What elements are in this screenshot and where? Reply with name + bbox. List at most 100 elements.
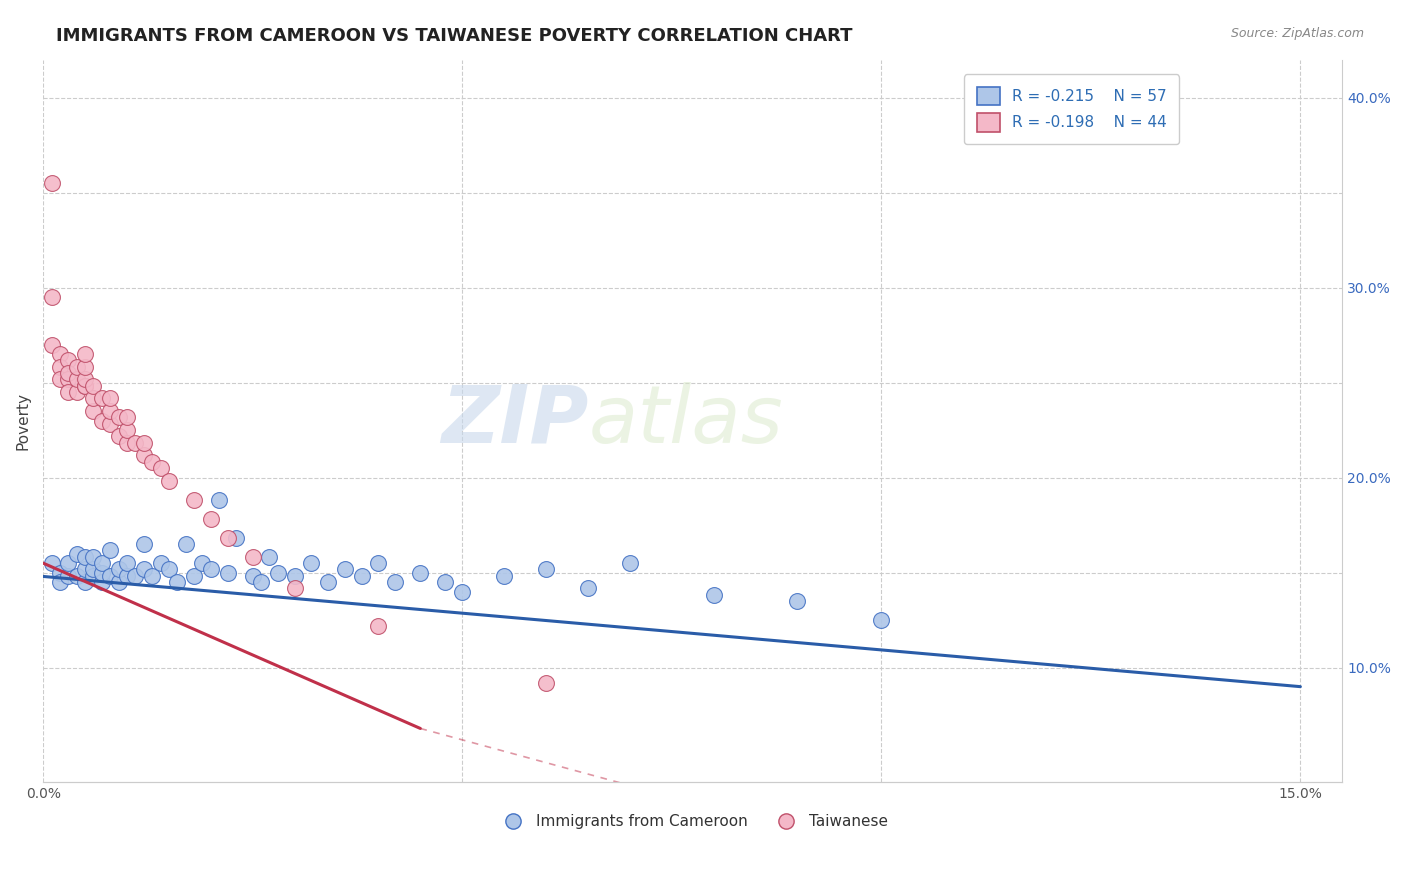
Point [75,575,97,590]
Point [166,575,188,590]
Point [98,542,121,557]
Point [703,589,725,603]
Point [41,176,63,190]
Point [174,537,197,551]
Point [225,532,247,546]
Point [75,562,97,576]
Point [367,556,389,570]
Point [786,594,808,608]
Point [132,562,155,576]
Point [66,372,89,386]
Point [384,575,406,590]
Point [191,556,214,570]
Point [90,566,112,580]
Point [107,409,129,424]
Point [58,366,80,380]
Point [82,379,104,393]
Point [217,532,239,546]
Point [82,550,104,565]
Text: ZIP: ZIP [441,382,589,459]
Point [82,562,104,576]
Point [200,512,222,526]
Point [576,581,599,595]
Point [58,352,80,367]
Point [149,556,172,570]
Point [75,347,97,361]
Point [132,448,155,462]
Point [115,423,138,437]
Point [367,619,389,633]
Point [90,575,112,590]
Point [66,385,89,400]
Point [284,581,307,595]
Point [250,575,273,590]
Point [115,569,138,583]
Point [434,575,457,590]
Point [267,566,290,580]
Point [534,676,557,690]
Point [157,562,180,576]
Point [98,417,121,432]
Point [183,569,205,583]
Point [41,290,63,304]
Point [49,575,72,590]
Point [107,575,129,590]
Point [132,436,155,450]
Point [90,556,112,570]
Point [141,569,163,583]
Point [75,372,97,386]
Point [870,613,893,627]
Legend: Immigrants from Cameroon, Taiwanese: Immigrants from Cameroon, Taiwanese [492,808,894,836]
Point [82,404,104,418]
Point [242,550,264,565]
Point [124,569,146,583]
Point [619,556,641,570]
Point [409,566,432,580]
Point [107,562,129,576]
Point [149,461,172,475]
Point [242,569,264,583]
Point [284,569,307,583]
Point [75,360,97,375]
Point [49,360,72,375]
Point [124,436,146,450]
Point [58,556,80,570]
Text: IMMIGRANTS FROM CAMEROON VS TAIWANESE POVERTY CORRELATION CHART: IMMIGRANTS FROM CAMEROON VS TAIWANESE PO… [56,27,853,45]
Text: atlas: atlas [589,382,783,459]
Point [259,550,281,565]
Point [132,537,155,551]
Point [217,566,239,580]
Point [41,556,63,570]
Point [98,569,121,583]
Text: Source: ZipAtlas.com: Source: ZipAtlas.com [1230,27,1364,40]
Point [90,391,112,405]
Point [141,455,163,469]
Point [350,569,373,583]
Point [49,372,72,386]
Point [49,347,72,361]
Point [90,414,112,428]
Point [58,372,80,386]
Point [333,562,356,576]
Point [494,569,516,583]
Point [451,584,474,599]
Point [75,379,97,393]
Point [49,566,72,580]
Point [82,569,104,583]
Point [115,436,138,450]
Point [58,569,80,583]
Point [208,493,231,508]
Point [107,429,129,443]
Point [66,547,89,561]
Point [66,569,89,583]
Point [66,360,89,375]
Point [75,550,97,565]
Point [157,475,180,489]
Point [82,391,104,405]
Point [299,556,322,570]
Point [200,562,222,576]
Point [98,404,121,418]
Point [115,556,138,570]
Point [316,575,339,590]
Point [58,385,80,400]
